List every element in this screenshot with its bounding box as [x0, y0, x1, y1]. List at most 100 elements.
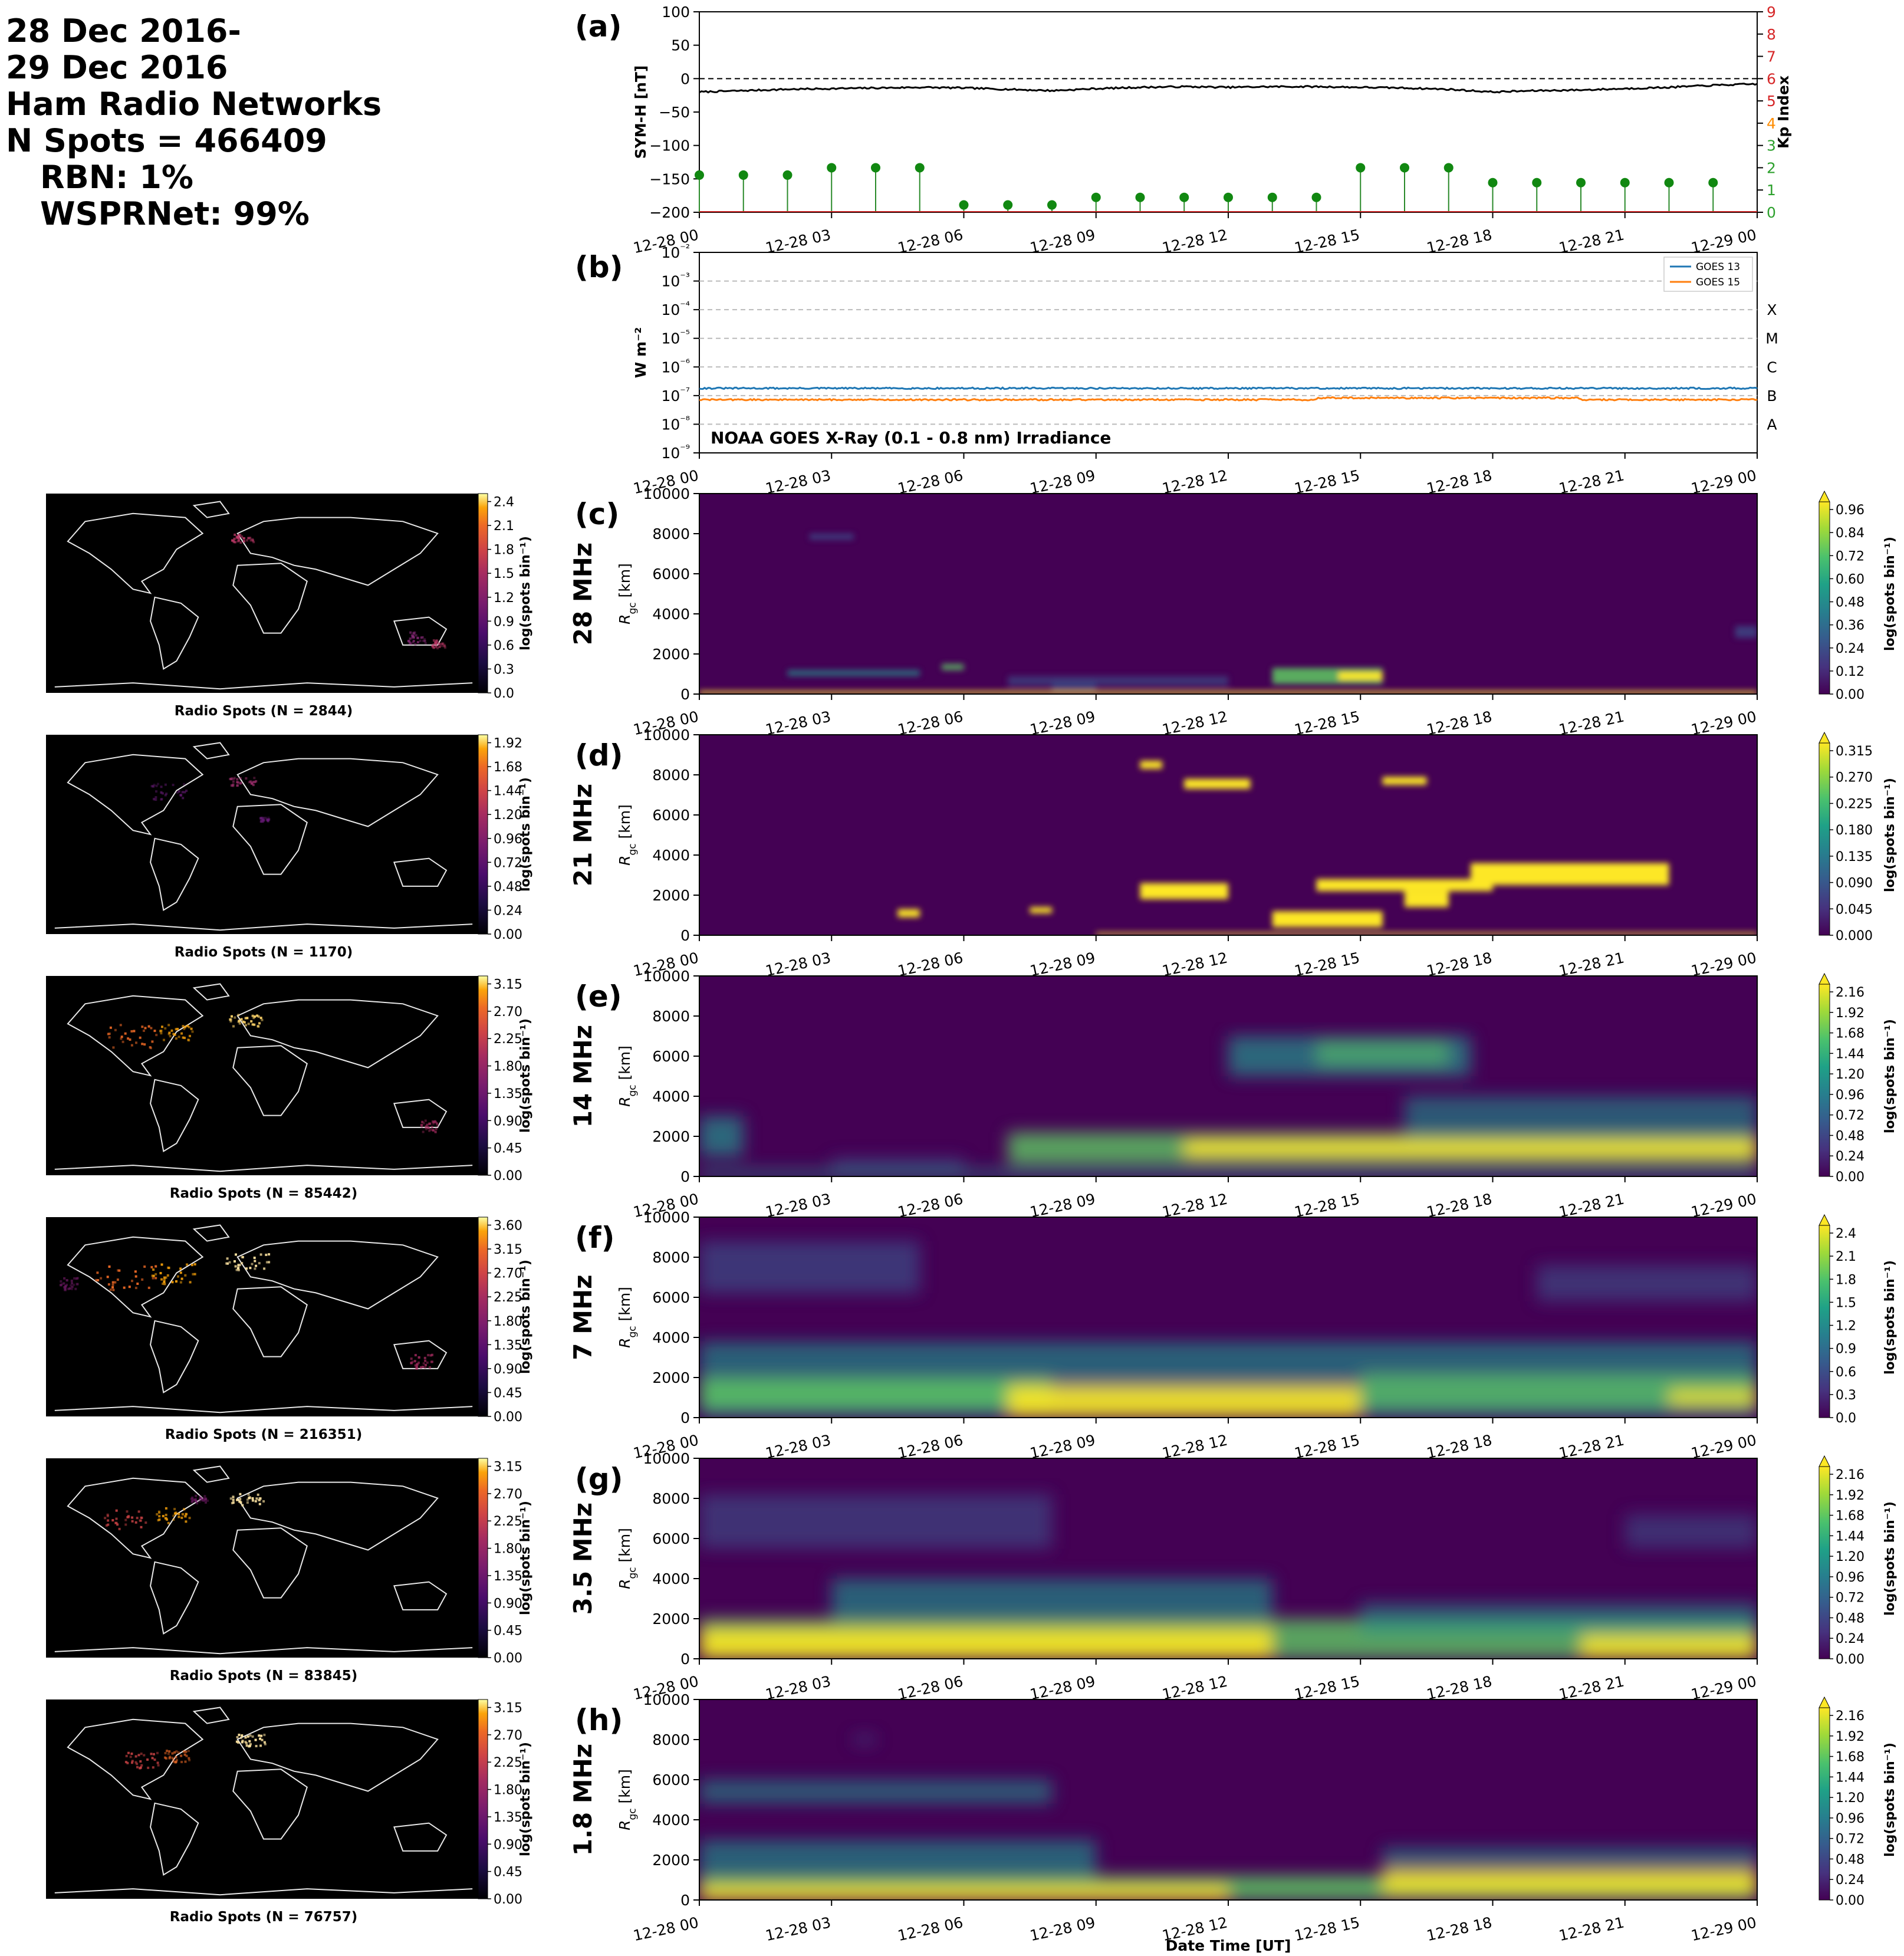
map-spot: [104, 1517, 107, 1520]
symh-axis-label: SYM-H [nT]: [632, 65, 649, 159]
band-1-xtick-label: 12-28 03: [764, 708, 833, 739]
panel-b-xtick-label: 12-29 00: [1689, 467, 1758, 498]
flare-class-label: X: [1767, 301, 1777, 318]
band-ytick-label: 4000: [652, 1088, 690, 1105]
map-spot: [108, 1265, 111, 1268]
map-coastline: [192, 1224, 230, 1242]
band-ytick-label: 0: [680, 1409, 690, 1426]
map-spot: [130, 1753, 133, 1755]
map-spot: [432, 646, 435, 649]
map-spot: [112, 1046, 115, 1049]
spot-maps: Radio Spots (N = 2844) 2.4 2.1 1.8 1.5 1.2 0.9…: [46, 493, 533, 1925]
map-spot: [238, 1022, 241, 1025]
map-spot: [167, 1033, 170, 1035]
map-spot: [184, 1760, 187, 1763]
heatmap-region: [699, 1886, 1228, 1900]
band-ytick-label: 4000: [652, 1329, 690, 1346]
map-spot: [259, 817, 262, 819]
map-spot: [120, 1035, 123, 1038]
map-spot: [190, 1264, 193, 1267]
map-spot: [412, 641, 415, 644]
kp-point: [695, 170, 704, 180]
band-colorbar-tick-label: 1.68: [1836, 1027, 1864, 1041]
map-coastline: [232, 804, 308, 875]
map-spot: [435, 642, 437, 645]
map-spot: [267, 820, 269, 823]
map-spot: [133, 1030, 136, 1033]
map-spot: [163, 1280, 166, 1283]
map-spot: [421, 636, 424, 639]
map-spot: [237, 781, 240, 784]
band-colorbar-tick-label: 0.48: [1836, 1611, 1864, 1626]
map-spot: [423, 638, 426, 641]
band-ytick-label: 2000: [652, 1852, 690, 1869]
symh-ytick-label: −150: [649, 170, 690, 188]
map-spot: [136, 1763, 139, 1766]
map-spot: [261, 1018, 264, 1021]
map-spot: [235, 535, 238, 538]
band-ytick-label: 0: [680, 1892, 690, 1909]
map-coastline: [54, 1406, 473, 1413]
map-background: [46, 976, 481, 1175]
band-2-xtick-label: 12-28 15: [1293, 949, 1362, 980]
map-spot: [180, 1032, 183, 1035]
map-spot: [151, 1040, 154, 1043]
map-colorbar-tick-label: 2.4: [494, 495, 514, 510]
map-spot: [106, 1513, 109, 1516]
map-spot: [244, 1736, 247, 1739]
map-spot: [239, 541, 242, 544]
networks-title: Ham Radio Networks: [6, 86, 382, 123]
band-colorbar-extend: [1818, 1214, 1830, 1226]
kp-point: [827, 163, 837, 173]
map-spot: [250, 1020, 253, 1023]
map-spot: [143, 1265, 146, 1268]
band-colorbar-tick-label: 0.00: [1836, 688, 1864, 702]
map-spot: [232, 541, 235, 544]
map-spot: [124, 1523, 127, 1526]
map-coastline: [67, 512, 204, 594]
map-spot: [435, 646, 437, 649]
map-spot: [234, 533, 236, 536]
map-spot: [435, 645, 438, 647]
band-2-xtick-label: 12-28 21: [1557, 949, 1626, 980]
band-ytick-label: 8000: [652, 1249, 690, 1266]
band-letter: (c): [575, 497, 619, 531]
map-spot: [119, 1024, 122, 1027]
map-coastline: [232, 563, 308, 634]
band-letter: (f): [575, 1221, 614, 1255]
map-spot: [426, 1123, 429, 1126]
map-colorbar-label: log(spots bin⁻¹): [518, 1260, 533, 1374]
map-spot: [261, 1738, 264, 1741]
map-spot: [71, 1282, 73, 1285]
map-spot: [177, 1275, 179, 1278]
map-spot: [163, 1278, 166, 1281]
map-spot: [171, 1752, 174, 1755]
heatmap-region: [1008, 676, 1229, 686]
map-spot: [413, 633, 416, 636]
map-spot: [247, 1493, 250, 1496]
map-colorbar-tick-label: 0.24: [494, 903, 522, 918]
map-coastline: [54, 1647, 473, 1655]
map-spot: [433, 1120, 436, 1123]
date-line-2: 29 Dec 2016: [6, 49, 228, 86]
symh-ytick-label: −200: [649, 204, 690, 221]
map-spot: [155, 790, 157, 793]
map-spot: [245, 1744, 248, 1747]
map-spot: [151, 1757, 154, 1760]
map-spot: [431, 645, 434, 647]
map-spot: [116, 1523, 119, 1526]
heatmap-region: [831, 1579, 1272, 1619]
map-colorbar: [478, 975, 488, 1176]
map-spot: [164, 1756, 166, 1759]
map-spot: [199, 1497, 202, 1500]
map-spot: [226, 1262, 229, 1265]
map-spot: [237, 534, 240, 537]
band-colorbar-tick-label: 0.72: [1836, 1109, 1864, 1123]
map-spot: [139, 1519, 142, 1522]
map-spot: [139, 1766, 142, 1769]
map-colorbar-tick-label: 0.90: [494, 1114, 522, 1129]
map-spot: [135, 1041, 137, 1044]
band-colorbar-tick-label: 0.72: [1836, 549, 1864, 564]
map-spot: [152, 1268, 155, 1271]
band-colorbar-tick-label: 0.0: [1836, 1411, 1856, 1426]
